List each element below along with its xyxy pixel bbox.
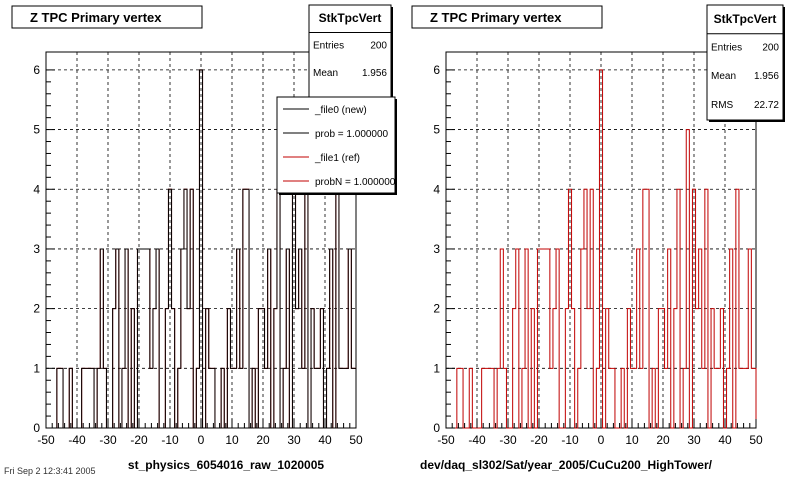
stats-row-value: 22.72	[754, 100, 779, 111]
x-tick-label: -20	[130, 433, 148, 447]
x-tick-label: -40	[468, 433, 486, 447]
stats-row-value: 200	[762, 42, 779, 53]
x-tick-label: 40	[318, 433, 332, 447]
x-tick-label: -50	[37, 433, 55, 447]
y-tick-label: 3	[433, 242, 440, 256]
legend-entry-label: probN = 1.000000	[315, 177, 396, 188]
x-tick-label: -10	[561, 433, 579, 447]
x-axis-label: dev/daq_sl302/Sat/year_2005/CuCu200_High…	[420, 458, 713, 472]
y-tick-label: 0	[433, 421, 440, 435]
stats-box: StkTpcVert Entries 200 Mean 1.956 RMS 22.72	[706, 4, 785, 122]
y-tick-label: 1	[33, 361, 40, 375]
x-tick-label: 10	[225, 433, 239, 447]
stats-row-value: 1.956	[362, 68, 387, 79]
x-tick-label: -30	[99, 433, 117, 447]
legend-box: _file0 (new) prob = 1.000000 _file1 (ref) p…	[276, 96, 397, 195]
x-tick-label: 40	[718, 433, 732, 447]
x-tick-label: 50	[349, 433, 363, 447]
y-tick-label: 2	[33, 302, 40, 316]
x-tick-label: -30	[499, 433, 517, 447]
x-tick-label: 10	[625, 433, 639, 447]
stats-row-value: 1.956	[754, 71, 779, 82]
y-tick-label: 2	[433, 302, 440, 316]
x-tick-label: 50	[749, 433, 763, 447]
title-box	[11, 5, 203, 29]
stats-row-label: RMS	[711, 100, 734, 111]
x-tick-label: -20	[530, 433, 548, 447]
stats-row-label: Entries	[711, 42, 742, 53]
chart-title: Z TPC Primary vertex	[430, 10, 562, 25]
legend-box-frame	[276, 96, 396, 194]
stats-box-frame	[706, 4, 784, 121]
y-tick-label: 3	[33, 242, 40, 256]
y-tick-label: 4	[33, 182, 40, 196]
y-tick-label: 6	[33, 63, 40, 77]
x-tick-label: 0	[598, 433, 605, 447]
print-timestamp: Fri Sep 2 12:3:41 2005	[4, 466, 96, 476]
legend-entry-label: prob = 1.000000	[315, 129, 389, 140]
x-tick-label: 30	[287, 433, 301, 447]
stats-box-title: StkTpcVert	[319, 11, 382, 25]
x-tick-label: 20	[256, 433, 270, 447]
y-tick-label: 6	[433, 63, 440, 77]
y-tick-label: 4	[433, 182, 440, 196]
stats-row-label: Entries	[313, 40, 344, 51]
x-tick-label: 30	[687, 433, 701, 447]
y-tick-label: 5	[33, 123, 40, 137]
x-tick-label: 20	[656, 433, 670, 447]
histogram-panel-1: -50 -40 -30 -20 -10 0 10 20 30 40 50 0 1 2 3 4 5 6 st_phys…	[11, 4, 397, 472]
x-tick-label: 0	[198, 433, 205, 447]
stats-row-label: Mean	[711, 71, 736, 82]
stats-box-title: StkTpcVert	[714, 12, 777, 26]
legend-entry-label: _file1 (ref)	[314, 153, 360, 164]
stats-row-label: Mean	[313, 68, 338, 79]
y-tick-label: 1	[433, 361, 440, 375]
x-axis-label: st_physics_6054016_raw_1020005	[128, 458, 324, 472]
x-tick-label: -50	[437, 433, 455, 447]
y-tick-label: 0	[33, 421, 40, 435]
x-tick-label: -10	[161, 433, 179, 447]
histogram-panel-2: -50 -40 -30 -20 -10 0 10 20 30 40 50 0 1 2 3 4 5 6 dev/daq…	[411, 4, 785, 472]
title-box	[411, 5, 603, 29]
y-tick-label: 5	[433, 123, 440, 137]
legend-entry-label: _file0 (new)	[314, 105, 367, 116]
chart-title: Z TPC Primary vertex	[30, 10, 162, 25]
x-tick-label: -40	[68, 433, 86, 447]
stats-row-value: 200	[370, 40, 387, 51]
